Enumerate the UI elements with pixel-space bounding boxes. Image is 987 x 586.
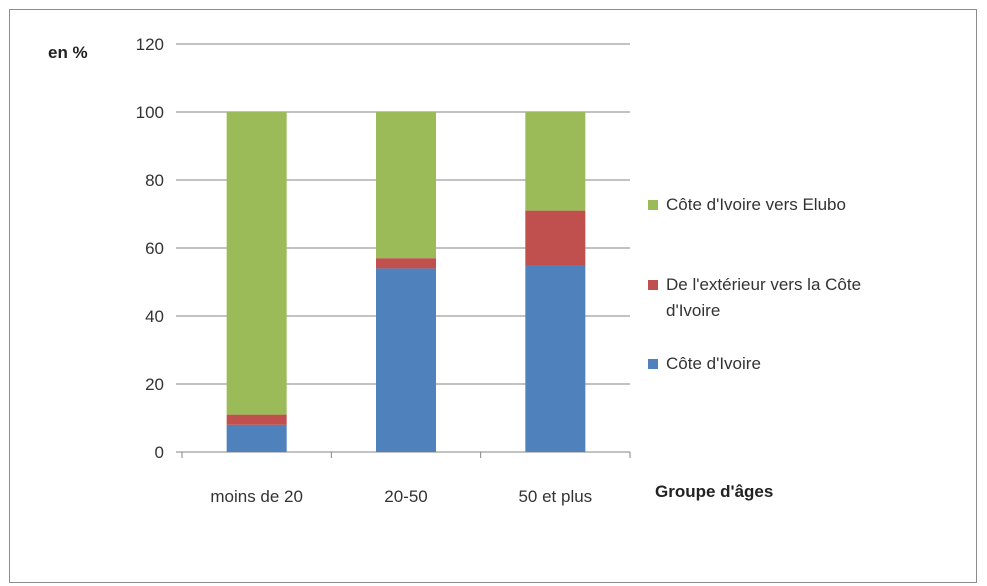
x-tick-label: moins de 20 [210,487,303,506]
y-tick-label: 80 [145,171,164,190]
x-tick-label: 20-50 [384,487,427,506]
bar-segment [226,414,287,425]
y-tick-label: 100 [136,103,164,122]
legend-label: Côte d'Ivoire [666,354,761,373]
bar-segment [226,112,287,415]
y-tick-labels: 0 20 40 60 80 100 120 [136,35,164,462]
chart-frame [9,9,977,583]
x-tick-label: 50 et plus [518,487,592,506]
legend: Côte d'Ivoire vers Elubo De l'extérieur v… [648,195,861,373]
y-tick-label: 0 [155,443,164,462]
legend-label: Côte d'Ivoire vers Elubo [666,195,846,214]
legend-swatch [648,280,658,290]
bar-segment [376,112,436,259]
y-tick-label: 60 [145,239,164,258]
legend-swatch [648,359,658,369]
y-tick-label: 120 [136,35,164,54]
y-tick-label: 40 [145,307,164,326]
bar-segment [525,112,586,211]
bar-segment [376,258,436,269]
bar-segment [226,424,287,452]
legend-swatch [648,200,658,210]
y-axis-title: en % [48,43,88,62]
legend-label: De l'extérieur vers la Côte d'Ivoire [666,275,861,320]
bar-segment [525,265,586,452]
bar-segment [525,210,586,265]
bars [226,112,586,452]
bar-segment [376,268,436,452]
y-tick-label: 20 [145,375,164,394]
x-tick-labels: moins de 20 20-50 50 et plus [181,452,631,506]
x-axis-title: Groupe d'âges [655,482,773,501]
